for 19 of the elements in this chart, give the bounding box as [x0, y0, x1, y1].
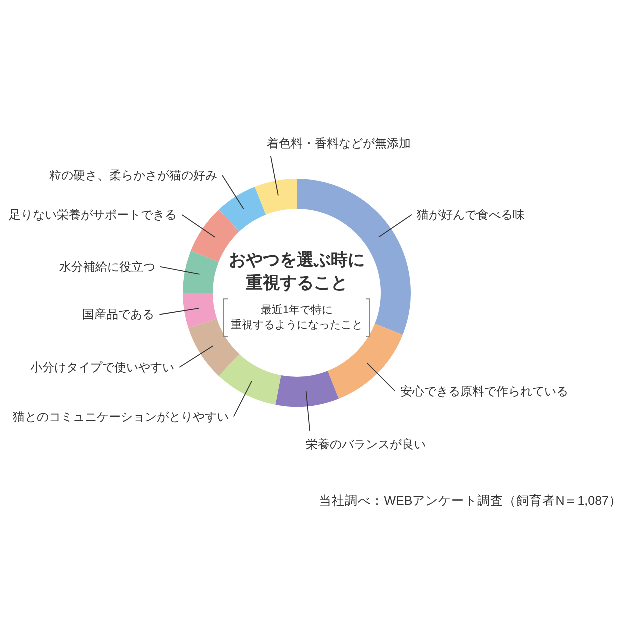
donut-slice: [276, 371, 339, 407]
slice-label: 小分けタイプで使いやすい: [30, 360, 175, 374]
slice-label: 安心できる原料で作られている: [400, 384, 568, 398]
slice-label: 粒の硬さ、柔らかさが猫の好み: [50, 168, 218, 183]
text: おやつを選ぶ時に重視すること: [229, 250, 365, 292]
slice-label: 猫が好んで食べる味: [416, 208, 525, 222]
slice-label: 水分補給に役立つ: [59, 260, 156, 274]
text: 最近1年で特に重視するようになったこと: [231, 304, 363, 332]
text: 当社調べ：WEBアンケート調査（飼育者N＝1,087）: [319, 493, 622, 508]
slice-label: 栄養のバランスが良い: [306, 437, 426, 452]
donut-slice: [183, 293, 218, 328]
slice-label: 着色料・香料などが無添加: [266, 136, 411, 150]
donut-slice: [183, 251, 219, 293]
donut-slice: [255, 179, 297, 215]
donut-slice: [218, 187, 266, 232]
slice-label: 猫とのコミュニケーションがとりやすい: [12, 410, 229, 424]
slice-label: 国産品である: [82, 308, 155, 322]
slice-label: 足りない栄養がサポートできる: [9, 208, 178, 222]
donut-slice: [218, 354, 282, 405]
